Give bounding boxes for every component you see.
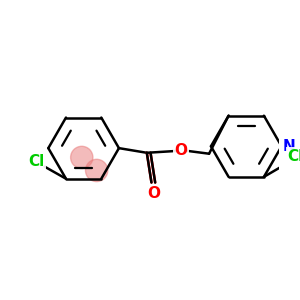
Text: Cl: Cl: [287, 149, 300, 164]
Text: Cl: Cl: [28, 154, 44, 169]
Text: N: N: [283, 139, 296, 154]
Text: O: O: [175, 143, 188, 158]
Circle shape: [70, 146, 93, 169]
Text: O: O: [147, 186, 160, 201]
Circle shape: [85, 159, 108, 182]
